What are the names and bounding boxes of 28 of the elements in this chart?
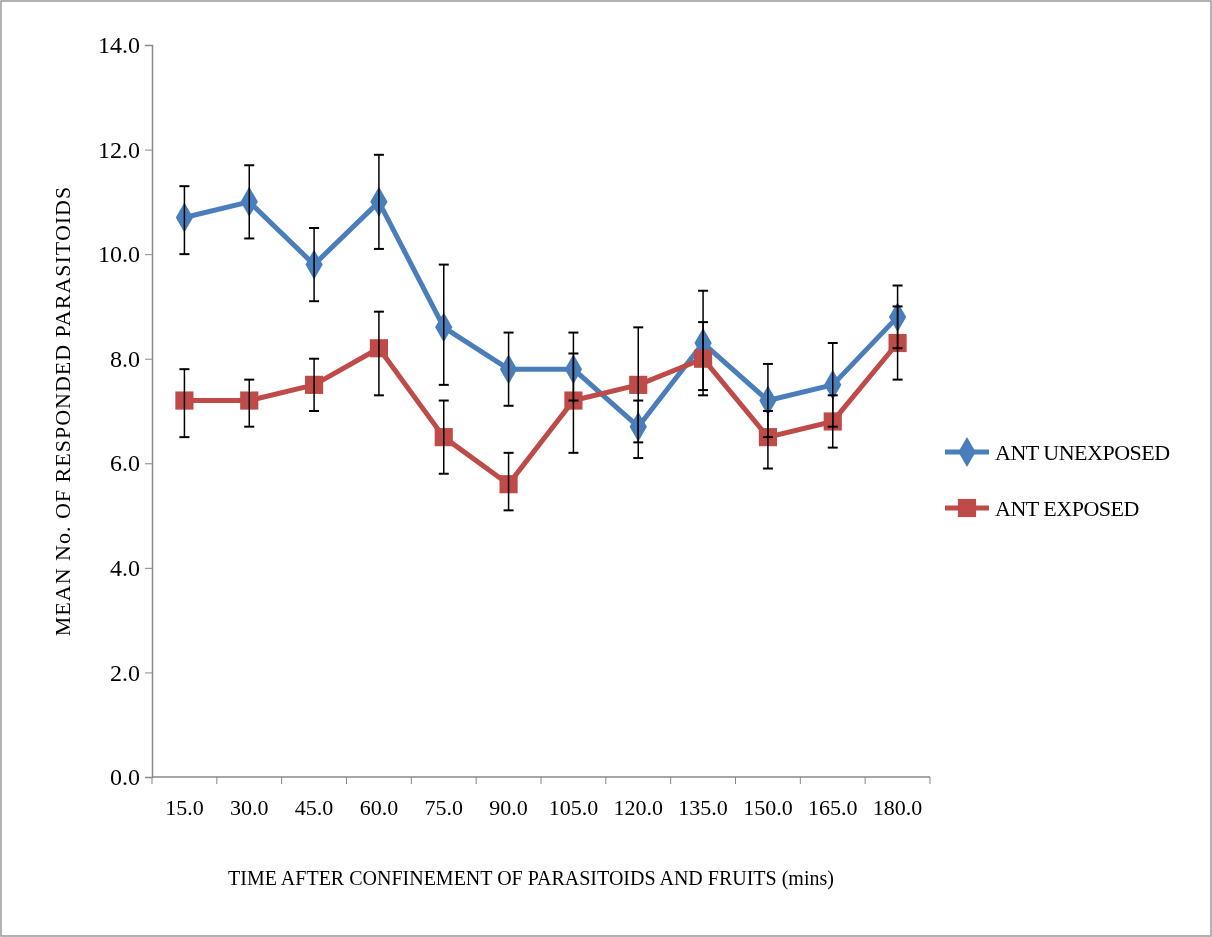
x-tick-label: 75.0 [424,795,463,821]
x-tick-label: 90.0 [489,795,528,821]
y-tick-label: 14.0 [98,32,140,59]
y-tick-label: 6.0 [110,450,140,477]
x-tick-label: 15.0 [165,795,204,821]
y-tick-label: 4.0 [110,555,140,582]
x-tick-label: 105.0 [548,795,599,821]
point [240,391,259,410]
x-tick-label: 30.0 [230,795,269,821]
y-tick-label: 12.0 [98,136,140,163]
point [499,475,518,494]
legend-label: ANT UNEXPOSED [995,439,1170,465]
y-axis-title: MEAN No. OF RESPONDED PARASITOIDS [50,185,75,637]
point [629,375,648,394]
x-tick-label: 45.0 [294,795,334,821]
y-tick-label: 8.0 [110,345,140,372]
x-axis-title: TIME AFTER CONFINEMENT OF PARASITOIDS AND FRUITS (mins) [228,867,834,890]
y-tick-label: 10.0 [98,241,140,268]
x-tick-label: 120.0 [613,795,663,821]
x-tick-label: 150.0 [743,795,793,821]
x-tick-label: 135.0 [678,795,728,821]
legend-label: ANT EXPOSED [995,495,1139,521]
y-tick-label: 0.0 [110,764,140,791]
point [175,391,194,410]
y-tick-label: 2.0 [110,659,140,686]
x-tick-label: 180.0 [872,795,923,821]
x-tick-label: 60.0 [359,795,399,821]
x-tick-label: 165.0 [808,795,858,821]
